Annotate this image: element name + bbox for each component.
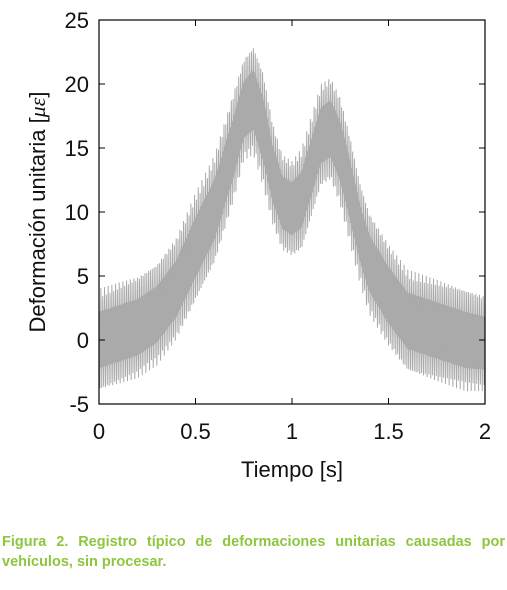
y-tick-label: 20 <box>65 72 89 97</box>
y-tick-label: 0 <box>77 328 89 353</box>
x-axis-label: Tiempo [s] <box>241 457 343 482</box>
y-axis-label-main: Deformación unitaria [ <box>25 117 50 332</box>
figure-caption: Figura 2. Registro típico de deformacion… <box>2 534 505 570</box>
y-tick-label: 10 <box>65 200 89 225</box>
series-layer <box>99 48 485 392</box>
x-tick-label: 0 <box>93 419 105 444</box>
x-tick-label: 2 <box>479 419 491 444</box>
signal-line <box>99 48 485 392</box>
y-tick-label: 15 <box>65 136 89 161</box>
y-axis-label: Deformación unitaria [με] <box>25 91 50 332</box>
x-tick-label: 0.5 <box>180 419 211 444</box>
y-tick-label: 25 <box>65 8 89 33</box>
y-axis-label-unit: με <box>25 97 50 118</box>
x-tick-label: 1 <box>286 419 298 444</box>
plot-area <box>98 19 486 405</box>
y-tick-label: 5 <box>77 264 89 289</box>
y-tick-label: -5 <box>69 392 89 417</box>
y-axis-label-close: ] <box>25 91 50 97</box>
x-tick-label: 1.5 <box>373 419 404 444</box>
